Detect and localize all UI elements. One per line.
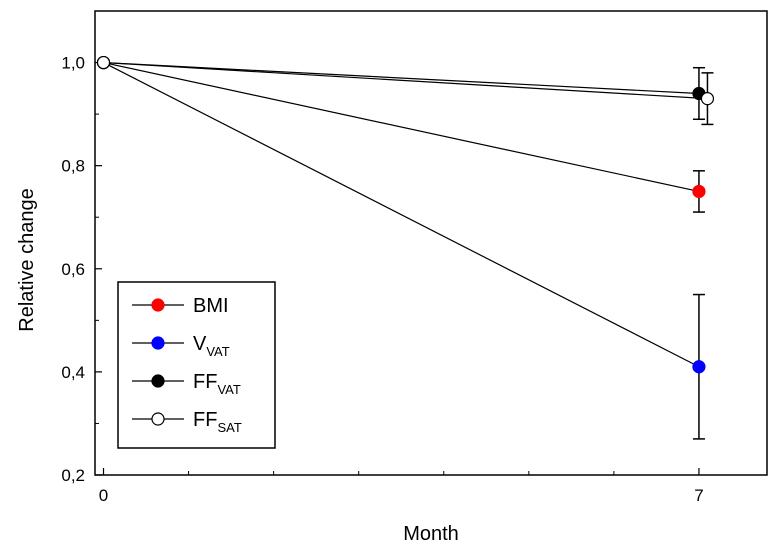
data-point (96, 55, 111, 70)
legend-label-main: V (193, 333, 207, 355)
legend-label: BMI (193, 295, 229, 317)
lines-layer (103, 61, 708, 368)
legend-box (117, 281, 276, 449)
data-point (692, 184, 706, 199)
legend-marker (151, 374, 165, 388)
y-axis-title: Relative change (16, 188, 38, 331)
points-layer (96, 55, 715, 374)
legend-label-sub: SAT (217, 420, 241, 435)
y-tick-label: 0,4 (61, 363, 85, 382)
series-line (103, 61, 700, 193)
x-axis-title: Month (403, 523, 459, 545)
series-line (103, 61, 708, 100)
legend-label-main: FF (193, 409, 217, 431)
error-bars-layer (692, 66, 714, 440)
series-line (103, 62, 700, 368)
legend-label-main: FF (193, 371, 217, 393)
legend-marker (151, 336, 165, 350)
legend-marker (151, 412, 165, 426)
legend-label-sub: VAT (217, 382, 240, 397)
y-tick-label: 1,0 (61, 54, 85, 73)
y-tick-label: 0,2 (61, 466, 85, 485)
legend-marker (151, 298, 165, 312)
legend-label: FFSAT (193, 409, 242, 435)
plot-frame (94, 10, 768, 476)
legend-label-main: BMI (193, 295, 229, 317)
y-tick-label: 0,8 (61, 157, 85, 176)
series-line (103, 61, 699, 95)
legend-label: VVAT (193, 333, 230, 359)
legend-label-sub: VAT (206, 344, 229, 359)
legend-label: FFVAT (193, 371, 241, 397)
data-point (700, 92, 715, 106)
x-tick-label: 0 (99, 486, 108, 505)
x-tick-label: 7 (694, 486, 703, 505)
data-point (692, 360, 706, 374)
y-tick-label: 0,6 (61, 260, 85, 279)
